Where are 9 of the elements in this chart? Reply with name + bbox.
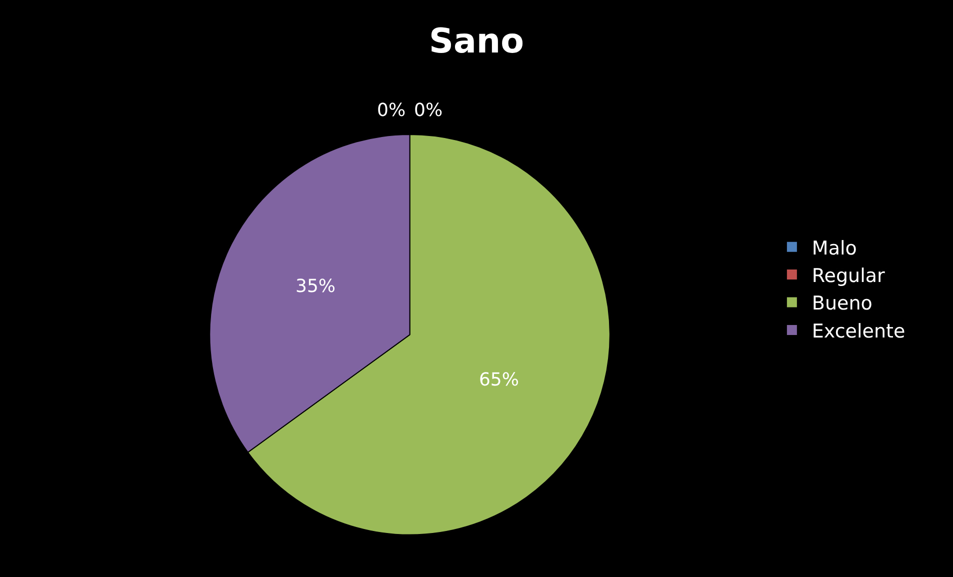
legend-label: Regular [812,264,885,287]
text: 0% [414,100,443,121]
legend-label: Malo [812,237,857,260]
text: 0% [377,100,406,121]
legend-label: Excelente [812,320,906,342]
chart-title: Sano [429,21,524,62]
legend-label: Bueno [812,292,872,315]
data-label: 65% [478,370,519,391]
data-label: 35% [295,276,336,298]
